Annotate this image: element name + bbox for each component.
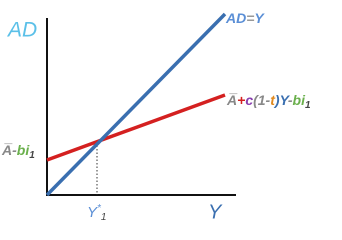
label-part: - xyxy=(12,142,17,158)
label-part: t xyxy=(270,92,276,108)
label-part: b xyxy=(17,142,26,158)
x-axis-label: Y xyxy=(208,201,223,223)
aggregate-demand-line xyxy=(46,93,226,162)
y-axis-label: AD xyxy=(6,19,37,42)
label-part: + xyxy=(237,92,245,108)
label-part: = xyxy=(246,10,254,26)
label-part: * xyxy=(97,203,102,214)
label-part: 1 xyxy=(305,100,311,111)
forty-five-degree-line xyxy=(45,12,227,197)
label-part: - xyxy=(288,92,293,108)
label-part: Y xyxy=(87,204,98,221)
label-part: Y xyxy=(254,10,265,26)
label-part: 1 xyxy=(29,150,35,161)
label-part: AD xyxy=(225,10,246,26)
label-part: i xyxy=(25,142,30,158)
diagram: AD Y AD=Y A̅+c(1-t)Y-bi1 A̅-bi1 Y*1 xyxy=(1,10,311,224)
line-label: A̅+c(1-t)Y-bi1 xyxy=(226,92,311,111)
label-part: c xyxy=(245,92,253,108)
intercept-label: A̅-bi1 xyxy=(1,142,35,161)
label-part: b xyxy=(293,92,302,108)
equilibrium-label: Y*1 xyxy=(87,203,106,223)
line-label: AD=Y xyxy=(225,10,265,26)
label-part: A̅ xyxy=(226,92,238,108)
label-part: )Y xyxy=(273,92,291,108)
label-part: 1 xyxy=(101,212,107,223)
label-part: A̅ xyxy=(1,142,13,158)
label-part: i xyxy=(301,92,306,108)
label-part: (1- xyxy=(253,92,270,108)
